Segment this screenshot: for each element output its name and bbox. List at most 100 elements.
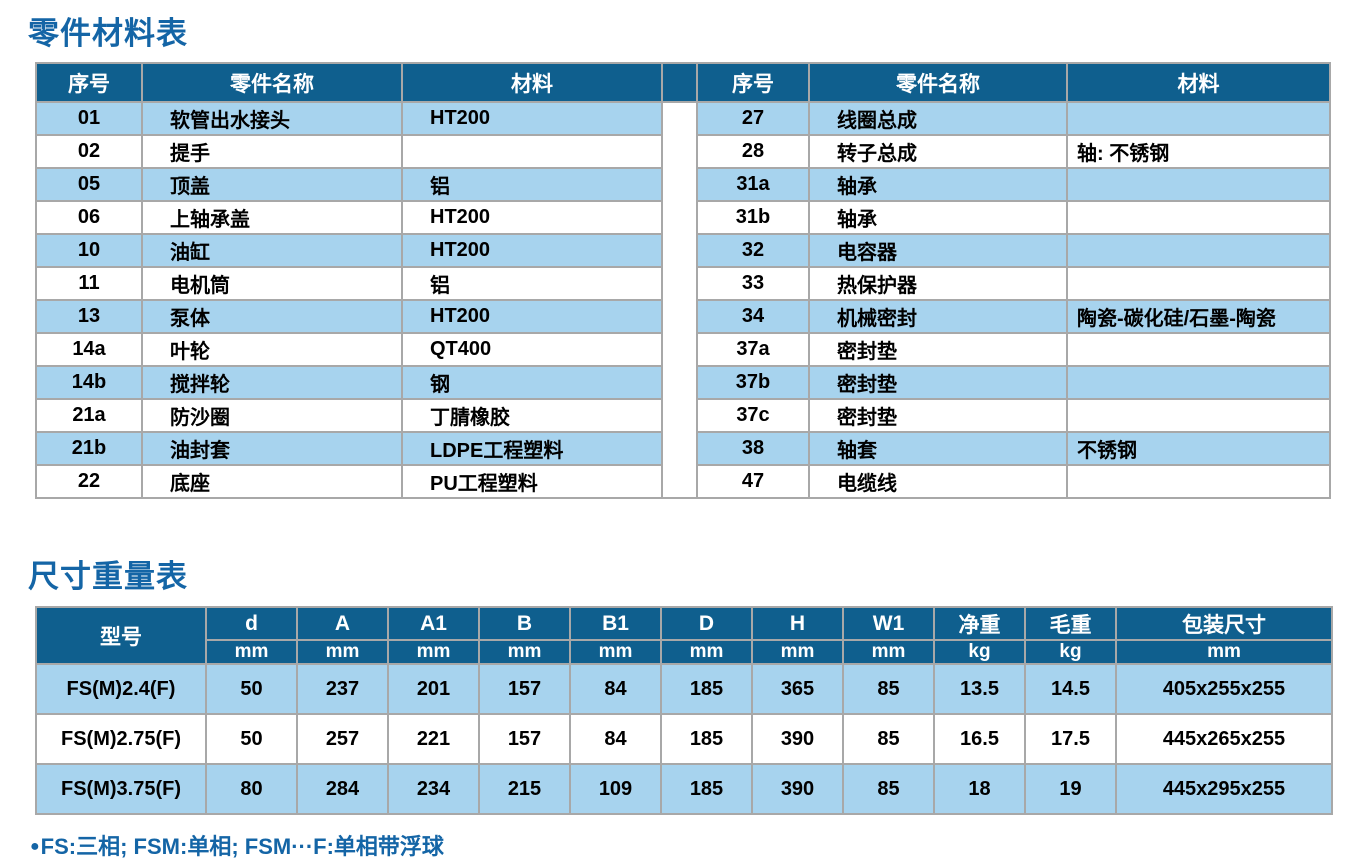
- cell-serial-no: 14b: [35, 365, 143, 400]
- table-row: 28 转子总成 轴: 不锈钢: [696, 134, 1331, 169]
- table-row: 34 机械密封 陶瓷-碳化硅/石墨-陶瓷: [696, 299, 1331, 334]
- cell-material: [1066, 398, 1331, 433]
- cell-serial-no: 37c: [696, 398, 810, 433]
- cell-part-name: 密封垫: [808, 365, 1068, 400]
- cell-net-weight: 13.5: [933, 663, 1026, 715]
- cell-part-name: 转子总成: [808, 134, 1068, 169]
- table-row: 11 电机筒 铝: [35, 266, 663, 301]
- table-row: FS(M)2.4(F) 50 237 201 157 84 185 365 85…: [35, 663, 1333, 715]
- cell-part-name: 软管出水接头: [141, 101, 403, 136]
- cell-material: [1066, 266, 1331, 301]
- header-dimension-unit: mm: [660, 639, 753, 665]
- table-row: 21a 防沙圈 丁腈橡胶: [35, 398, 663, 433]
- cell-serial-no: 06: [35, 200, 143, 235]
- cell-B1: 109: [569, 763, 662, 815]
- parts-material-section: 序号 零件名称 材料 01 软管出水接头 HT200 02 提手: [35, 62, 1331, 499]
- cell-gross-weight: 17.5: [1024, 713, 1117, 765]
- cell-material: HT200: [401, 200, 663, 235]
- header-dimension-label: 毛重: [1024, 606, 1117, 641]
- header-dimension-unit: mm: [569, 639, 662, 665]
- table-row: FS(M)3.75(F) 80 284 234 215 109 185 390 …: [35, 763, 1333, 815]
- table-row: 38 轴套 不锈钢: [696, 431, 1331, 466]
- table-row: 31b 轴承: [696, 200, 1331, 235]
- cell-A1: 234: [387, 763, 480, 815]
- cell-serial-no: 31b: [696, 200, 810, 235]
- header-dimension-unit: mm: [296, 639, 389, 665]
- cell-material: [1066, 167, 1331, 202]
- cell-material: 钢: [401, 365, 663, 400]
- spacer-body: [663, 103, 696, 499]
- cell-part-name: 线圈总成: [808, 101, 1068, 136]
- bullet-icon: ●: [30, 838, 40, 855]
- cell-part-name: 轴承: [808, 167, 1068, 202]
- header-dimension-label: W1: [842, 606, 935, 641]
- cell-serial-no: 32: [696, 233, 810, 268]
- cell-serial-no: 13: [35, 299, 143, 334]
- cell-material: LDPE工程塑料: [401, 431, 663, 466]
- header-dimension-unit: mm: [478, 639, 571, 665]
- cell-material: [1066, 365, 1331, 400]
- cell-part-name: 上轴承盖: [141, 200, 403, 235]
- table-row: 21b 油封套 LDPE工程塑料: [35, 431, 663, 466]
- cell-part-name: 顶盖: [141, 167, 403, 202]
- cell-d: 80: [205, 763, 298, 815]
- cell-material: 铝: [401, 167, 663, 202]
- header-serial-no: 序号: [696, 62, 810, 103]
- cell-part-name: 叶轮: [141, 332, 403, 367]
- table-row: 37c 密封垫: [696, 398, 1331, 433]
- cell-serial-no: 31a: [696, 167, 810, 202]
- cell-part-name: 机械密封: [808, 299, 1068, 334]
- cell-H: 390: [751, 763, 844, 815]
- cell-serial-no: 37b: [696, 365, 810, 400]
- cell-material: 轴: 不锈钢: [1066, 134, 1331, 169]
- cell-part-name: 泵体: [141, 299, 403, 334]
- cell-A: 237: [296, 663, 389, 715]
- cell-B: 157: [478, 663, 571, 715]
- table-row: 14b 搅拌轮 钢: [35, 365, 663, 400]
- model-legend-footnote: ●FS:三相; FSM:单相; FSM···F:单相带浮球: [30, 829, 444, 861]
- cell-material: 不锈钢: [1066, 431, 1331, 466]
- table-row: 10 油缸 HT200: [35, 233, 663, 268]
- table-row: 37a 密封垫: [696, 332, 1331, 367]
- cell-B: 215: [478, 763, 571, 815]
- table-row: 31a 轴承: [696, 167, 1331, 202]
- header-dimension-unit: mm: [1115, 639, 1333, 665]
- cell-serial-no: 14a: [35, 332, 143, 367]
- cell-D: 185: [660, 663, 753, 715]
- header-dimension-label: B: [478, 606, 571, 641]
- cell-serial-no: 38: [696, 431, 810, 466]
- cell-material: [401, 134, 663, 169]
- cell-serial-no: 10: [35, 233, 143, 268]
- header-dimension-unit: mm: [205, 639, 298, 665]
- header-dimension-unit: mm: [751, 639, 844, 665]
- cell-part-name: 电机筒: [141, 266, 403, 301]
- cell-D: 185: [660, 763, 753, 815]
- parts-right-body: 27 线圈总成 28 转子总成 轴: 不锈钢 31a 轴承: [696, 101, 1331, 499]
- cell-part-name: 搅拌轮: [141, 365, 403, 400]
- table-row: 01 软管出水接头 HT200: [35, 101, 663, 136]
- cell-material: [1066, 464, 1331, 499]
- cell-W1: 85: [842, 763, 935, 815]
- cell-B: 157: [478, 713, 571, 765]
- table-row: 27 线圈总成: [696, 101, 1331, 136]
- cell-material: [1066, 101, 1331, 136]
- cell-serial-no: 21a: [35, 398, 143, 433]
- table-row: 22 底座 PU工程塑料: [35, 464, 663, 499]
- cell-d: 50: [205, 713, 298, 765]
- header-part-name: 零件名称: [808, 62, 1068, 103]
- cell-model: FS(M)2.75(F): [35, 713, 207, 765]
- cell-part-name: 密封垫: [808, 398, 1068, 433]
- cell-H: 365: [751, 663, 844, 715]
- header-material: 材料: [401, 62, 663, 103]
- header-dimension-unit: mm: [387, 639, 480, 665]
- cell-serial-no: 28: [696, 134, 810, 169]
- parts-left-body: 01 软管出水接头 HT200 02 提手 05 顶盖 铝: [35, 101, 663, 499]
- table-row: 13 泵体 HT200: [35, 299, 663, 334]
- cell-material: [1066, 233, 1331, 268]
- cell-serial-no: 11: [35, 266, 143, 301]
- header-dimension-unit: mm: [842, 639, 935, 665]
- cell-A1: 221: [387, 713, 480, 765]
- cell-part-name: 油缸: [141, 233, 403, 268]
- header-material: 材料: [1066, 62, 1331, 103]
- cell-A1: 201: [387, 663, 480, 715]
